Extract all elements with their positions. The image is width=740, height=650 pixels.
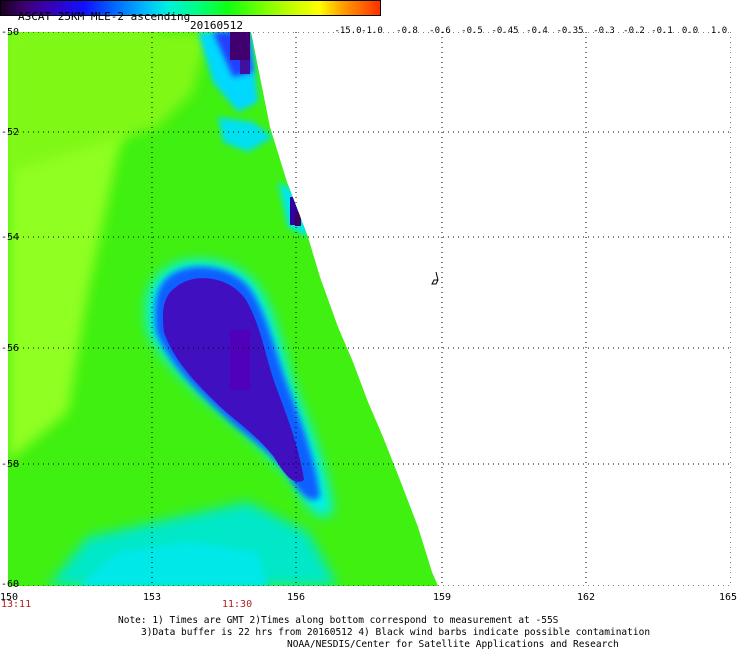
lon-label: 165 [718, 592, 738, 603]
lat-label: -56 [1, 343, 20, 354]
map-date: 20160512 [190, 19, 243, 32]
colorbar-label: 1.0 [710, 26, 728, 36]
lat-label: -52 [1, 127, 20, 138]
lon-label: 162 [576, 592, 596, 603]
map-title: ASCAT 25KM MLE-2 ascending [18, 10, 191, 23]
time-label: 13:11 [1, 599, 32, 610]
footnote-line: 3)Data buffer is 22 hrs from 20160512 4)… [141, 627, 651, 638]
lon-label: 156 [286, 592, 306, 603]
footnote-line: NOAA/NESDIS/Center for Satellite Applica… [287, 639, 619, 650]
colorbar-label: -15.0 [334, 26, 362, 36]
colorbar-label: -0.3 [593, 26, 615, 36]
colorbar-label: -0.1 [651, 26, 673, 36]
colorbar-label: -0.2 [623, 26, 645, 36]
lat-label: -60 [1, 579, 20, 590]
lat-label: -58 [1, 459, 20, 470]
colorbar-label: -0.35 [556, 26, 584, 36]
lat-label: -50 [1, 27, 20, 38]
colorbar-label: 0.0 [681, 26, 699, 36]
footnote-line: Note: 1) Times are GMT 2)Times along bot… [118, 615, 559, 626]
time-label: 11:30 [222, 599, 253, 610]
lat-label: -54 [1, 232, 20, 243]
lon-label: 159 [432, 592, 452, 603]
ascat-swath [8, 32, 438, 586]
lon-label: 150 [0, 592, 19, 603]
colorbar-label: -0.5 [461, 26, 483, 36]
colorbar-label: -1.0 [361, 26, 383, 36]
colorbar-label: -0.4 [526, 26, 548, 36]
wind-barb-icon [431, 271, 439, 285]
grid-lines [8, 32, 731, 586]
colorbar [0, 0, 381, 16]
colorbar-label: -0.6 [429, 26, 451, 36]
wind-map [8, 32, 731, 586]
lon-label: 153 [142, 592, 162, 603]
colorbar-label: -0.8 [396, 26, 418, 36]
colorbar-label: -0.45 [491, 26, 519, 36]
